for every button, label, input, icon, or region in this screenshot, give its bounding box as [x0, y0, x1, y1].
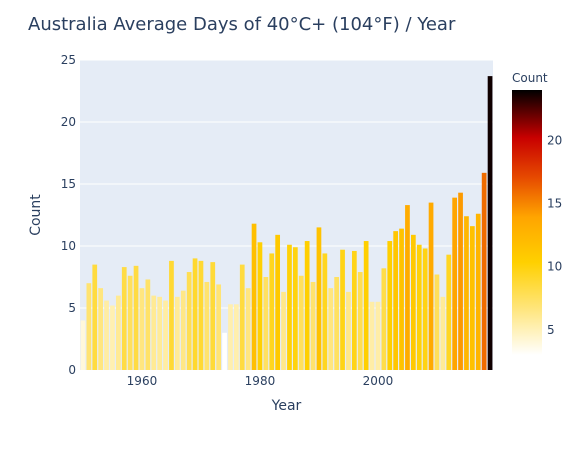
bar	[186, 272, 192, 370]
bar	[481, 172, 487, 370]
bar	[139, 288, 145, 370]
y-tick-label: 0	[68, 363, 76, 377]
bar	[275, 234, 281, 370]
bar	[169, 260, 174, 370]
bar	[428, 202, 434, 370]
bar	[292, 247, 298, 370]
bar	[458, 192, 463, 370]
bar	[233, 304, 239, 370]
bar	[487, 76, 493, 371]
bar	[452, 197, 458, 370]
colorbar-tick-label: 10	[547, 260, 562, 274]
bar	[115, 295, 121, 370]
colorbar-ticks: 5 10 15 20	[547, 133, 562, 336]
x-tick-label: 2000	[363, 374, 394, 388]
bar	[464, 216, 469, 370]
bar	[475, 213, 481, 370]
bar	[434, 274, 440, 370]
bar	[257, 242, 263, 370]
bar	[204, 281, 210, 370]
x-axis-ticks: 1960 1980 2000	[127, 374, 394, 388]
bar	[174, 296, 180, 370]
bar	[192, 258, 198, 370]
bar	[281, 291, 286, 370]
bar	[469, 226, 475, 370]
bar	[298, 275, 304, 370]
colorbar	[512, 90, 542, 355]
bar	[405, 205, 410, 370]
bar	[334, 277, 340, 370]
x-tick-label: 1980	[245, 374, 276, 388]
bar	[228, 304, 233, 370]
bar	[310, 281, 316, 370]
bar	[446, 254, 452, 370]
bar	[222, 332, 227, 370]
x-axis-label: Year	[271, 398, 302, 414]
bar	[375, 301, 381, 370]
bar	[198, 260, 204, 370]
bar	[180, 290, 186, 370]
y-tick-label: 20	[61, 115, 76, 129]
bar	[80, 320, 86, 370]
bar	[399, 228, 404, 370]
y-axis-ticks: 0 5 10 15 20 25	[61, 53, 76, 377]
x-tick-label: 1960	[127, 374, 158, 388]
y-tick-label: 10	[61, 239, 76, 253]
bar	[363, 241, 369, 370]
bar	[92, 264, 98, 370]
bar	[357, 272, 363, 370]
chart-title: Australia Average Days of 40°C+ (104°F) …	[28, 14, 456, 35]
bar	[340, 249, 345, 370]
bar	[422, 248, 428, 370]
bar	[369, 301, 375, 370]
bar	[110, 305, 115, 370]
bar	[263, 277, 269, 370]
bar	[133, 265, 139, 370]
y-axis-label: Count	[28, 194, 44, 236]
bar	[239, 264, 245, 370]
bar	[127, 275, 133, 370]
bar	[387, 241, 393, 370]
bar	[121, 267, 127, 370]
bar	[216, 284, 222, 370]
bar	[86, 283, 92, 370]
bar	[440, 296, 446, 370]
bar	[351, 250, 357, 370]
colorbar-title: Count	[512, 71, 548, 85]
bar	[416, 244, 422, 370]
bar	[151, 295, 157, 370]
colorbar-tick-label: 5	[547, 323, 555, 337]
bar	[269, 253, 275, 370]
bar	[381, 268, 387, 370]
bar	[98, 288, 104, 370]
bar	[245, 288, 251, 370]
y-tick-label: 5	[68, 301, 76, 315]
bar	[346, 291, 351, 370]
bar	[287, 244, 292, 370]
bar	[145, 279, 151, 370]
y-tick-label: 25	[61, 53, 76, 67]
bar	[410, 234, 416, 370]
bar	[104, 300, 109, 370]
bar	[210, 262, 216, 370]
bar	[163, 300, 168, 370]
bar	[304, 241, 310, 370]
colorbar-tick-label: 15	[547, 197, 562, 211]
bar	[393, 231, 399, 370]
y-tick-label: 15	[61, 177, 76, 191]
bar	[328, 288, 334, 370]
bar	[251, 223, 257, 370]
bar	[157, 296, 163, 370]
colorbar-tick-label: 20	[547, 133, 562, 147]
bar	[316, 227, 322, 370]
bar	[322, 253, 328, 370]
bars	[80, 76, 493, 371]
